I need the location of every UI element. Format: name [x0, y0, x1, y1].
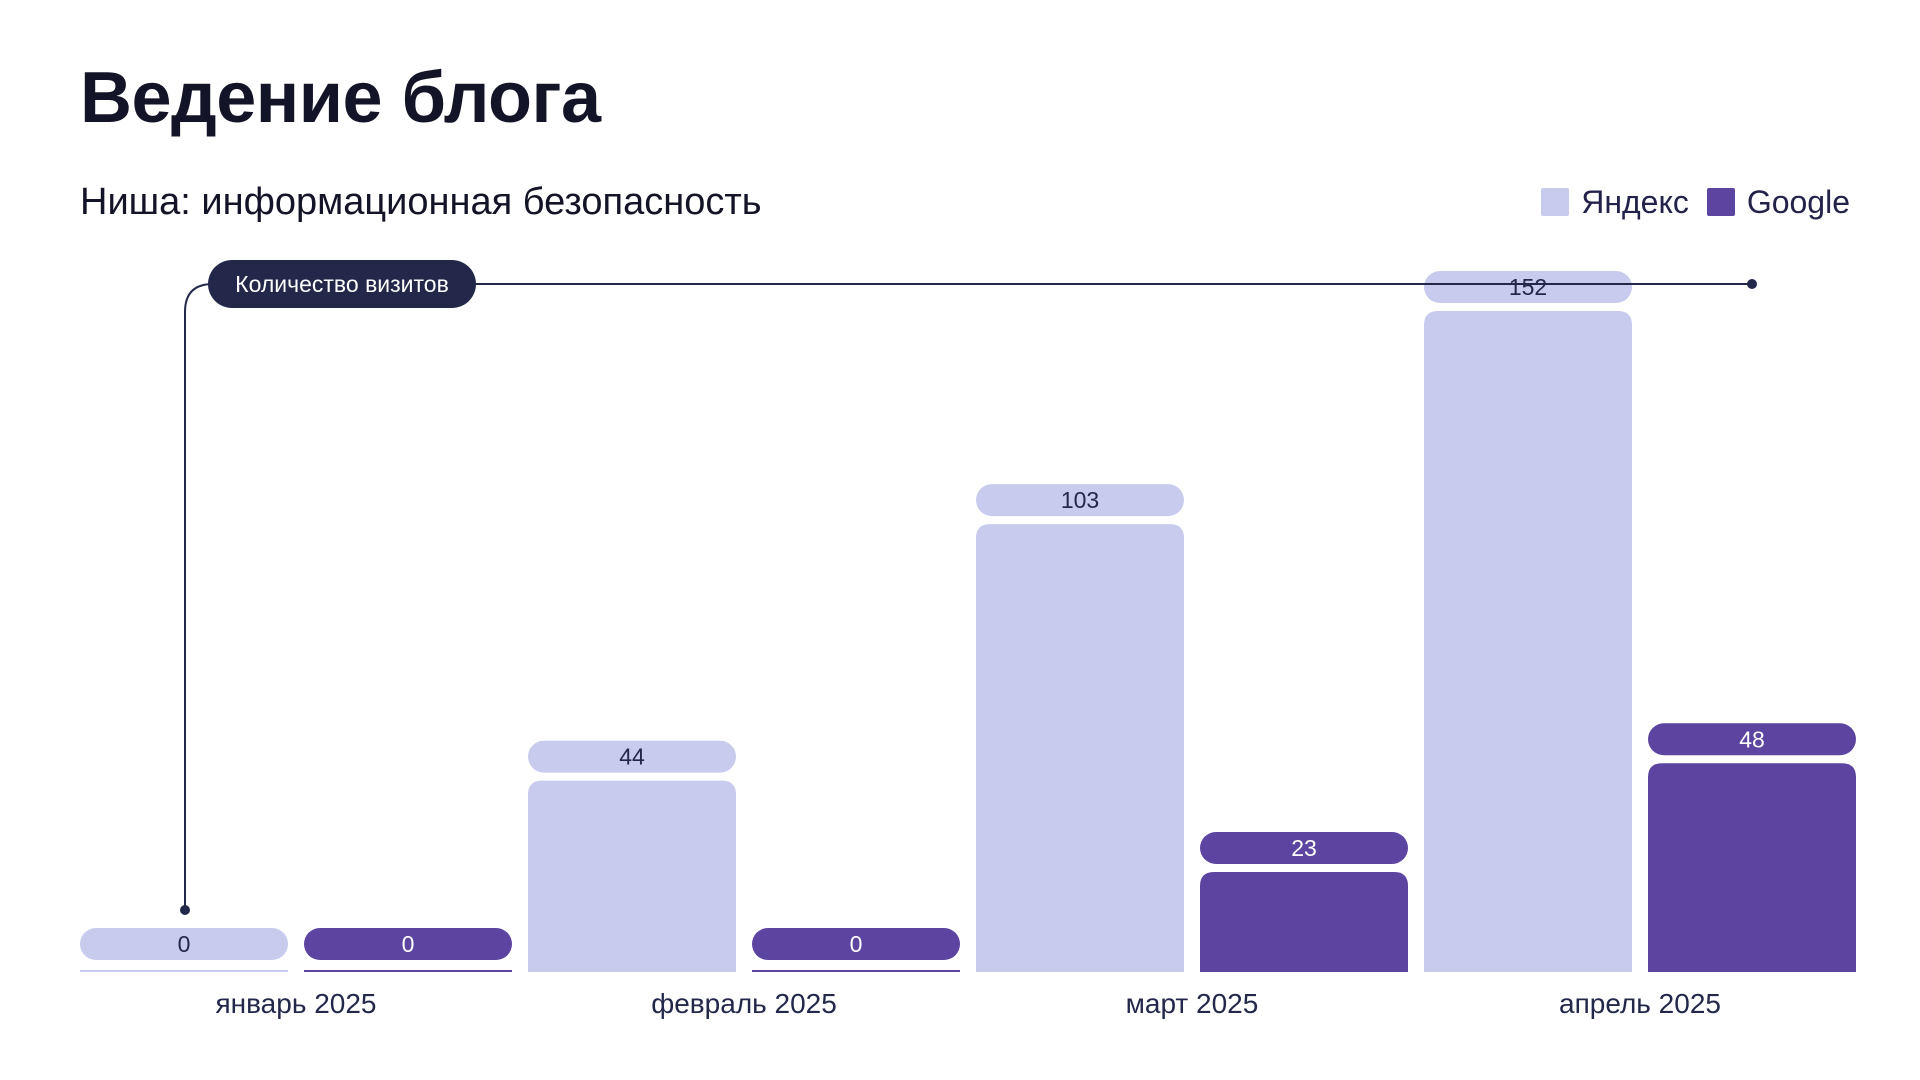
- axis-callout-label: Количество визитов: [235, 271, 449, 297]
- bar-google-март-2025: [1200, 871, 1408, 972]
- category-label-март-2025: март 2025: [1126, 988, 1259, 1019]
- legend-item-google: Google: [1706, 183, 1850, 221]
- data-label-яндекс-февраль-2025: 44: [619, 744, 645, 770]
- axis-callout-end-dot: [1747, 279, 1757, 289]
- data-label-яндекс-апрель-2025: 152: [1509, 274, 1547, 300]
- value-pill-яндекс-февраль-2025: [528, 740, 736, 773]
- legend-label-yandex: Яндекс: [1581, 183, 1689, 220]
- value-pill-яндекс-март-2025: [976, 484, 1184, 517]
- data-label-google-январь-2025: 0: [402, 931, 415, 957]
- axis-callout-start-dot: [180, 905, 190, 915]
- bar-яндекс-февраль-2025: [528, 780, 736, 972]
- legend-swatch-yandex: [1541, 188, 1570, 216]
- data-label-google-март-2025: 23: [1291, 835, 1317, 861]
- value-pill-google-апрель-2025: [1648, 723, 1856, 756]
- axis-callout-pill: [208, 260, 476, 308]
- legend-label-google: Google: [1746, 183, 1850, 220]
- value-pill-google-март-2025: [1200, 831, 1408, 864]
- data-label-google-февраль-2025: 0: [850, 931, 863, 957]
- value-pill-google-февраль-2025: [752, 928, 960, 960]
- data-label-яндекс-март-2025: 103: [1061, 487, 1099, 513]
- category-label-январь-2025: январь 2025: [216, 988, 377, 1019]
- legend-item-yandex: Яндекс: [1541, 184, 1689, 221]
- category-label-февраль-2025: февраль 2025: [651, 988, 837, 1019]
- chart-subtitle: Ниша: информационная безопасность: [80, 181, 762, 223]
- chart-title: Ведение блога: [80, 58, 601, 138]
- value-pill-яндекс-апрель-2025: [1424, 271, 1632, 303]
- legend-swatch-google: [1706, 188, 1735, 216]
- bar-яндекс-апрель-2025: [1424, 311, 1632, 972]
- bar-яндекс-март-2025: [976, 524, 1184, 972]
- value-pill-google-январь-2025: [304, 928, 512, 960]
- value-pill-яндекс-январь-2025: [80, 928, 288, 960]
- data-label-яндекс-январь-2025: 0: [178, 931, 191, 957]
- bar-google-апрель-2025: [1648, 763, 1856, 972]
- legend: Яндекс Google: [1523, 180, 1850, 224]
- data-label-google-апрель-2025: 48: [1739, 726, 1765, 752]
- category-label-апрель-2025: апрель 2025: [1559, 988, 1721, 1019]
